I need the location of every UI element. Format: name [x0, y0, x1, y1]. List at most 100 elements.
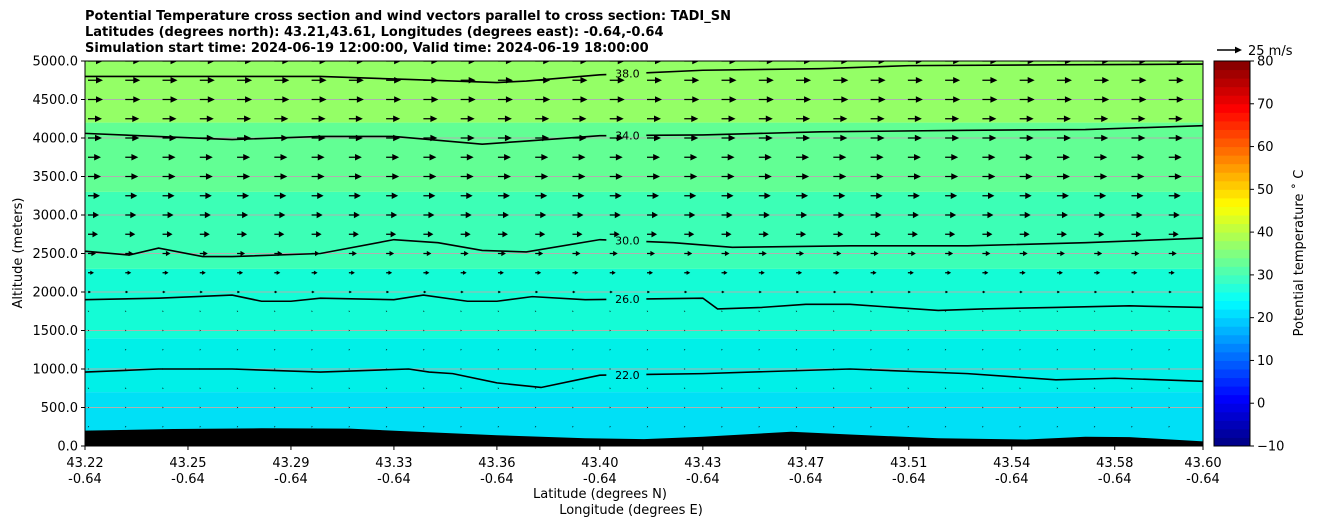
wind-arrow — [497, 61, 513, 65]
wind-arrow — [609, 96, 625, 103]
wind-arrow — [684, 211, 696, 219]
wind-arrow — [385, 329, 388, 332]
wind-arrow — [1168, 61, 1184, 65]
wind-arrow — [497, 387, 500, 390]
wind-arrow — [1056, 115, 1071, 122]
wind-arrow — [125, 77, 141, 84]
wind-arrow — [311, 96, 327, 103]
wind-arrow — [1168, 250, 1177, 257]
wind-arrow — [423, 425, 425, 428]
wind-arrow — [609, 115, 624, 122]
wind-arrow — [870, 310, 872, 313]
wind-arrow — [273, 310, 276, 313]
wind-arrow — [721, 250, 730, 257]
wind-arrow — [982, 231, 993, 238]
wind-arrow — [497, 310, 500, 313]
wind-arrow — [162, 61, 178, 65]
wind-arrow — [1168, 96, 1184, 103]
wind-arrow — [758, 387, 760, 390]
wind-arrow — [647, 115, 661, 122]
x-tick-label-lat: 43.47 — [787, 456, 824, 471]
wind-arrow — [572, 387, 574, 390]
wind-arrow — [273, 329, 276, 332]
wind-arrow — [88, 96, 103, 103]
terrain-shape — [85, 428, 1203, 446]
wind-arrow — [88, 290, 91, 294]
wind-arrow — [1094, 290, 1098, 294]
wind-arrow — [982, 61, 998, 65]
wind-arrow — [162, 77, 178, 84]
wind-arrow — [1131, 115, 1146, 122]
wind-arrow — [833, 154, 847, 161]
wind-arrow — [237, 77, 253, 84]
wind-arrow — [684, 270, 691, 275]
wind-arrow — [1056, 134, 1071, 142]
wind-arrow — [199, 425, 201, 428]
wind-arrow — [460, 231, 471, 238]
wind-arrow — [907, 115, 922, 122]
contour-line — [85, 132, 607, 145]
wind-arrow — [237, 270, 244, 275]
y-tick-label: 4000.0 — [33, 132, 79, 147]
wind-arrow — [348, 61, 364, 65]
wind-arrow — [945, 96, 961, 103]
wind-arrow — [1093, 425, 1096, 428]
wind-arrow — [1019, 406, 1021, 409]
wind-arrow — [944, 329, 947, 332]
wind-arrow — [1019, 425, 1021, 428]
wind-arrow — [162, 406, 164, 409]
wind-arrow — [125, 96, 141, 103]
wind-arrow — [870, 211, 882, 219]
wind-arrow — [497, 329, 500, 332]
wind-arrow — [982, 77, 998, 84]
wind-arrow — [758, 406, 760, 409]
wind-arrow — [721, 77, 737, 84]
wind-arrow — [423, 134, 438, 142]
wind-arrow — [199, 77, 215, 84]
wind-arrow — [721, 211, 733, 219]
wind-arrow — [1056, 96, 1072, 103]
wind-arrow — [758, 61, 774, 65]
wind-arrow — [87, 310, 90, 313]
wind-arrow — [646, 329, 649, 332]
wind-arrow — [833, 270, 840, 275]
wind-arrow — [795, 310, 798, 313]
wind-arrow — [497, 192, 510, 199]
wind-arrow — [684, 77, 700, 84]
wind-arrow — [423, 270, 430, 275]
colorbar-step — [1214, 257, 1250, 267]
wind-arrow — [1168, 270, 1175, 275]
wind-arrow — [832, 348, 835, 351]
wind-arrow — [535, 270, 542, 275]
wind-arrow — [647, 211, 658, 219]
wind-arrow — [796, 290, 800, 294]
wind-arrow — [1131, 192, 1144, 199]
wind-arrow — [945, 270, 952, 275]
wind-arrow — [460, 96, 476, 103]
wind-arrow — [647, 192, 659, 199]
wind-arrow — [796, 77, 812, 84]
wind-arrow — [572, 250, 581, 257]
wind-arrow — [646, 310, 649, 313]
wind-arrow — [1168, 173, 1182, 180]
wind-arrow — [311, 329, 313, 332]
wind-arrow — [832, 406, 835, 409]
wind-arrow — [311, 406, 313, 409]
wind-arrow — [236, 310, 239, 313]
wind-arrow — [907, 270, 914, 275]
wind-arrow — [1093, 329, 1096, 332]
wind-arrow — [758, 115, 773, 122]
colorbar-step — [1214, 180, 1250, 190]
wind-arrow — [1019, 310, 1021, 313]
wind-arrow — [348, 310, 351, 313]
wind-arrow — [274, 61, 290, 65]
contour-label: 38.0 — [615, 68, 640, 81]
wind-arrow — [87, 406, 90, 409]
wind-arrow — [273, 387, 276, 390]
wind-arrow — [609, 211, 621, 219]
wind-arrow — [907, 310, 910, 313]
wind-arrow — [833, 134, 848, 142]
wind-arrow — [385, 348, 388, 351]
contour-line — [646, 237, 1203, 249]
wind-arrow — [795, 348, 798, 351]
